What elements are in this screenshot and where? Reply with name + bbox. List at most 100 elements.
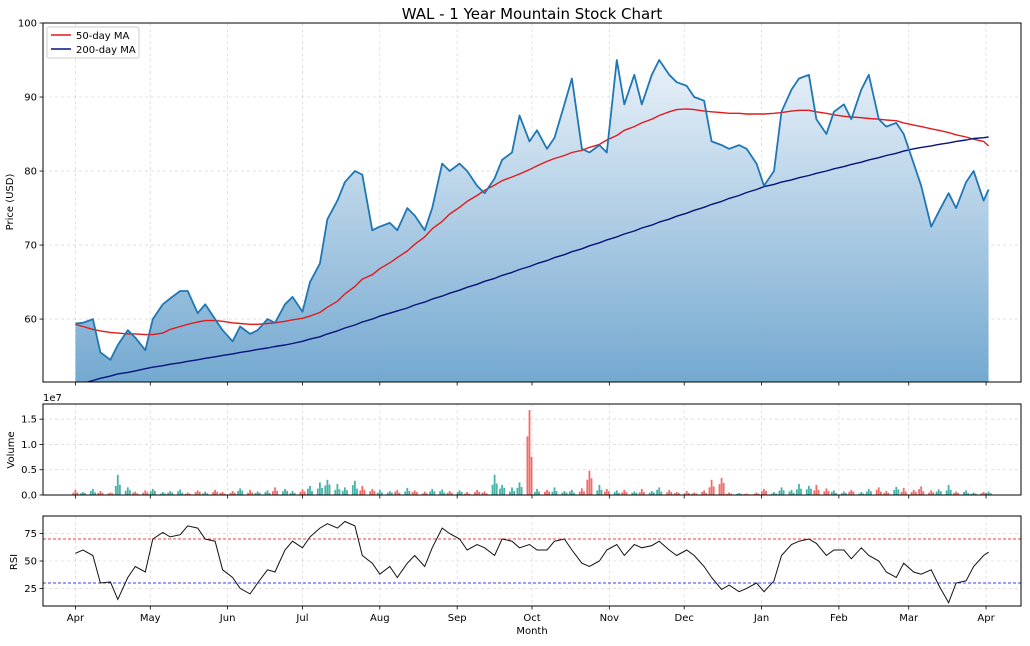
y-tick-label: 60 bbox=[24, 315, 37, 326]
volume-bar bbox=[251, 492, 254, 495]
volume-bar bbox=[376, 492, 379, 495]
volume-bar bbox=[476, 489, 478, 495]
volume-bar bbox=[588, 470, 591, 495]
volume-bar bbox=[823, 491, 826, 495]
volume-bar bbox=[930, 490, 933, 495]
volume-bar bbox=[481, 492, 484, 495]
price-y-ticks: 60 70 80 90 100 bbox=[18, 19, 43, 326]
volume-bar bbox=[600, 489, 603, 495]
volume-bar bbox=[845, 493, 847, 495]
y-tick-label: 0.5 bbox=[21, 465, 37, 476]
volume-bar bbox=[603, 491, 606, 495]
volume-bar bbox=[361, 485, 364, 495]
volume-bar bbox=[188, 493, 191, 495]
y-tick-label: 1.0 bbox=[21, 440, 37, 451]
volume-bar bbox=[311, 490, 313, 495]
volume-bar bbox=[782, 490, 785, 495]
volume-bar bbox=[810, 488, 812, 495]
x-tick-label: Sep bbox=[448, 613, 467, 624]
volume-bar bbox=[843, 491, 845, 495]
volume-bar bbox=[206, 493, 209, 495]
volume-bar bbox=[485, 493, 488, 495]
volume-bar bbox=[920, 486, 923, 495]
y-tick-label: 0.0 bbox=[21, 491, 37, 502]
volume-bar bbox=[880, 491, 882, 495]
volume-bar bbox=[900, 491, 903, 495]
volume-bar bbox=[291, 491, 294, 495]
x-tick-label: Jan bbox=[753, 613, 769, 624]
volume-bar bbox=[683, 493, 686, 495]
volume-bar bbox=[565, 492, 568, 495]
volume-bar bbox=[448, 491, 451, 495]
volume-bar bbox=[116, 474, 119, 495]
volume-bar bbox=[912, 489, 915, 495]
volume-bar bbox=[328, 484, 331, 495]
x-tick-label: Nov bbox=[600, 613, 620, 624]
volume-bar bbox=[790, 489, 793, 495]
volume-bar bbox=[726, 493, 728, 495]
volume-bar bbox=[396, 489, 399, 495]
volume-bar bbox=[351, 485, 354, 495]
volume-bar bbox=[501, 484, 503, 495]
volume-bars-group bbox=[72, 410, 992, 495]
volume-bar bbox=[563, 491, 566, 495]
volume-bar bbox=[904, 491, 907, 495]
volume-bar bbox=[691, 493, 693, 495]
volume-bar bbox=[932, 492, 935, 495]
volume-bar bbox=[982, 492, 985, 495]
volume-bar bbox=[341, 490, 344, 495]
volume-bar bbox=[538, 491, 540, 495]
volume-bar bbox=[129, 490, 131, 495]
volume-bar bbox=[92, 488, 94, 495]
volume-bar bbox=[673, 493, 676, 495]
volume-bar bbox=[534, 491, 536, 495]
volume-bar bbox=[169, 491, 172, 495]
volume-bar bbox=[895, 486, 898, 495]
y-tick-label: 100 bbox=[18, 19, 37, 30]
x-tick-label: Jun bbox=[219, 613, 236, 624]
volume-bar bbox=[356, 488, 358, 495]
volume-bar bbox=[144, 490, 147, 495]
volume-bar bbox=[825, 488, 828, 495]
volume-bar bbox=[796, 489, 798, 495]
volume-bar bbox=[284, 488, 286, 495]
volume-bar bbox=[466, 492, 468, 495]
volume-bar bbox=[581, 488, 583, 495]
volume-bar bbox=[939, 491, 942, 495]
volume-bar bbox=[194, 492, 197, 495]
volume-bar bbox=[326, 479, 329, 495]
volume-bar bbox=[386, 492, 389, 495]
volume-bar bbox=[618, 493, 620, 495]
volume-bar bbox=[359, 490, 362, 495]
volume-bar bbox=[334, 490, 337, 495]
volume-bar bbox=[181, 492, 184, 495]
volume-bar bbox=[953, 493, 955, 495]
volume-bar bbox=[114, 485, 117, 495]
volume-bar bbox=[955, 491, 957, 495]
volume-bar bbox=[813, 490, 816, 495]
volume-bar bbox=[848, 491, 851, 495]
x-tick-label: Oct bbox=[523, 613, 540, 624]
volume-bar bbox=[293, 492, 296, 495]
volume-bar bbox=[196, 490, 199, 495]
rsi-panel-frame bbox=[42, 515, 1022, 607]
volume-bar bbox=[483, 491, 486, 495]
volume-bar bbox=[72, 492, 75, 495]
volume-bar bbox=[972, 492, 975, 495]
volume-bar bbox=[132, 492, 135, 495]
volume-bar bbox=[840, 493, 843, 495]
volume-bar bbox=[850, 489, 853, 495]
volume-bar bbox=[792, 492, 795, 495]
volume-bar bbox=[631, 492, 634, 495]
volume-bar bbox=[439, 491, 441, 495]
volume-bar bbox=[650, 491, 653, 495]
volume-bar bbox=[371, 488, 374, 495]
volume-bar bbox=[456, 492, 459, 495]
volume-bar bbox=[675, 492, 678, 495]
volume-bar bbox=[722, 483, 725, 495]
volume-bar bbox=[897, 489, 900, 495]
volume-bar bbox=[817, 489, 820, 495]
volume-bar bbox=[149, 491, 152, 495]
volume-bar bbox=[84, 493, 86, 495]
volume-bar bbox=[780, 487, 783, 495]
